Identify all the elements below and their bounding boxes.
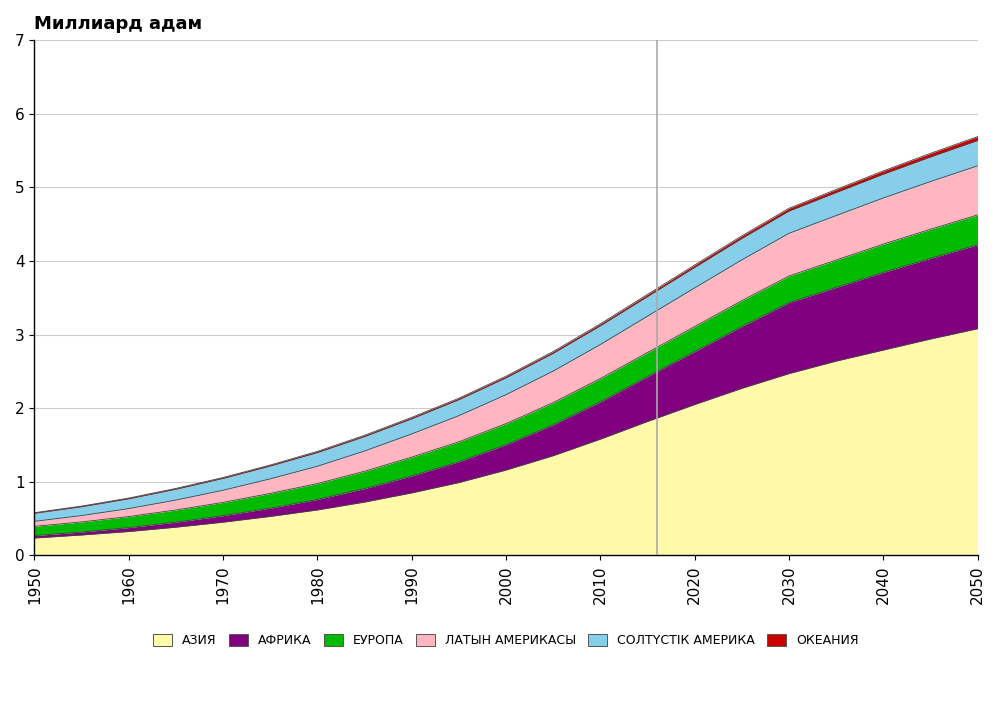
Legend: АЗИЯ, АФРИКА, ЕУРОПА, ЛАТЫН АМЕРИКАСЫ, СОЛТҮСТІК АМЕРИКА, ОКЕАНИЯ: АЗИЯ, АФРИКА, ЕУРОПА, ЛАТЫН АМЕРИКАСЫ, С… bbox=[148, 629, 864, 652]
Text: Миллиард адам: Миллиард адам bbox=[34, 15, 203, 33]
